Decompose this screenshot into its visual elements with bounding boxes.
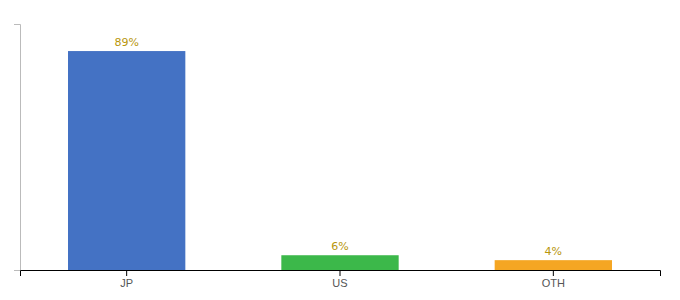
x-tick-label: US (332, 277, 347, 289)
x-tick-label: JP (120, 277, 133, 289)
x-tick: OTH (542, 270, 565, 289)
x-tick: US (332, 270, 347, 289)
x-tick: JP (120, 270, 133, 289)
chart: JP US OTH 89% 6% 4% (0, 0, 680, 300)
x-tick-mark (553, 270, 554, 276)
y-axis (14, 25, 21, 271)
bars (68, 51, 612, 270)
x-axis: JP US OTH (21, 270, 661, 289)
bar (495, 260, 612, 270)
data-label: 89% (114, 36, 138, 49)
data-label: 4% (545, 245, 562, 258)
y-axis-line (14, 25, 21, 271)
data-labels: 89% 6% 4% (114, 36, 562, 258)
bar (281, 255, 398, 270)
plot: JP US OTH 89% 6% 4% (14, 25, 661, 289)
x-axis-line (21, 271, 661, 277)
x-tick-mark (340, 270, 341, 276)
x-tick-label: OTH (542, 277, 565, 289)
x-tick-mark (126, 270, 127, 276)
bar (68, 51, 185, 270)
data-label: 6% (331, 240, 348, 253)
